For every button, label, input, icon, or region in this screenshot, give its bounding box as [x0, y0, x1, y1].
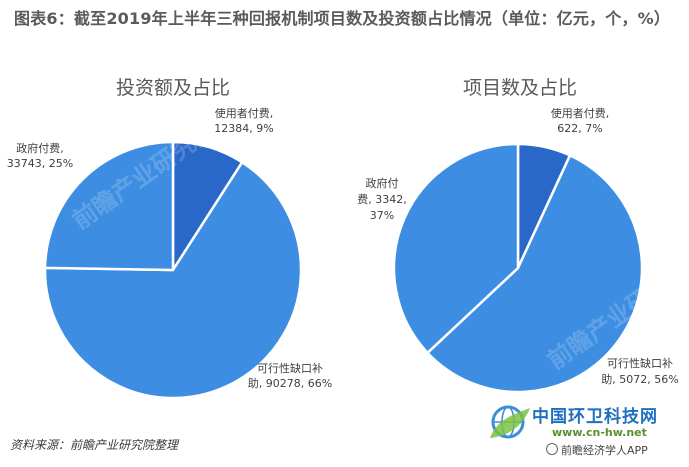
data-label: 可行性缺口补助, 90278, 66% — [248, 361, 332, 390]
data-label-line: 可行性缺口补 — [257, 361, 323, 375]
data-label-line: 助, 5072, 56% — [601, 372, 678, 386]
pie-labels-investment: 使用者付费, 12384, 9% 可行性缺口补助, 90278, 66% 政府付费, 3… — [7, 107, 332, 390]
pie-slices-projects — [392, 142, 644, 394]
data-label-line: 使用者付费, — [551, 107, 610, 120]
data-label-line: 使用者付费, — [215, 107, 274, 120]
data-label-line: 12384, 9% — [214, 122, 273, 135]
pie-slice — [426, 154, 644, 394]
pie-chart-investment: 投资额及占比 前瞻产业研究院 使用者付费, 12384, 9%可行性缺口补助, 9… — [7, 77, 332, 400]
data-label: 政府付费, 3342, 37% — [357, 176, 406, 222]
data-label-line: 政府付 — [366, 176, 399, 190]
brand-name: 中国环卫科技网 — [532, 407, 658, 427]
pie-slice — [43, 140, 175, 272]
page-title: 图表6：截至2019年上半年三种回报机制项目数及投资额占比情况（单位：亿元，个，… — [14, 9, 671, 28]
leaf-shape — [490, 408, 530, 438]
pie-chart-projects: 项目数及占比 前瞻产业研究院 使用者付费, 622, 7%可行性缺口补助, 507… — [357, 77, 689, 394]
brand-url: www.cn-hw.net — [552, 426, 647, 439]
data-label-line: 政府付费, — [16, 141, 64, 155]
data-label-line: 助, 90278, 66% — [248, 376, 332, 390]
chart-title-investment: 投资额及占比 — [116, 77, 230, 99]
data-label-line: 33743, 25% — [7, 157, 73, 170]
data-label: 政府付费, 33743, 25% — [7, 141, 73, 170]
app-logo-icon — [546, 443, 558, 455]
data-label-line: 费, 3342, — [357, 193, 406, 206]
pie-slice — [43, 161, 303, 400]
data-label-line: 622, 7% — [557, 122, 602, 135]
app-credit: 前瞻经济学人APP — [546, 442, 648, 458]
pie-slice — [392, 142, 520, 355]
data-label-line: 37% — [370, 209, 394, 222]
chart-title-projects: 项目数及占比 — [463, 77, 577, 99]
data-label: 可行性缺口补助, 5072, 56% — [601, 356, 678, 386]
globe-leaf-logo — [490, 405, 530, 439]
data-label: 使用者付费, 12384, 9% — [214, 107, 273, 135]
pie-slices-investment — [43, 140, 303, 400]
brand-block: 中国环卫科技网 www.cn-hw.net 前瞻经济学人APP — [486, 398, 686, 462]
pie-labels-projects: 使用者付费, 622, 7% 可行性缺口补助, 5072, 56% 政府付费, 334… — [357, 107, 678, 386]
app-credit-text: 前瞻经济学人APP — [561, 444, 648, 457]
data-label: 使用者付费, 622, 7% — [551, 107, 610, 135]
source-note: 资料来源：前瞻产业研究院整理 — [10, 438, 179, 452]
data-label-line: 可行性缺口补 — [607, 356, 673, 370]
